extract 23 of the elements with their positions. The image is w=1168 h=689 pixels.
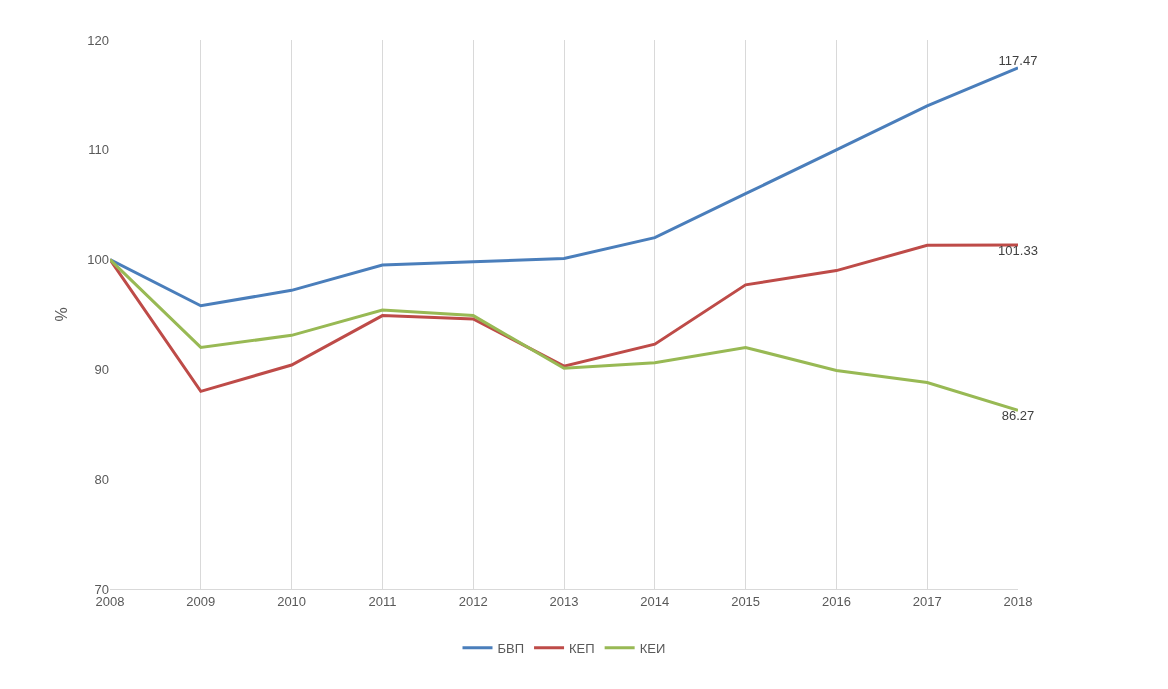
y-tick-label: 110 [88, 142, 109, 158]
data-label: 86.27 [1001, 408, 1035, 424]
y-tick-label: 120 [87, 32, 109, 48]
x-tick-label: 2013 [549, 593, 579, 609]
y-axis-title: % [53, 307, 71, 322]
data-label: 101.33 [998, 242, 1038, 258]
x-tick-label: 2017 [912, 593, 942, 609]
x-tick-label: 2011 [368, 593, 397, 609]
legend-label: БВП [497, 640, 525, 656]
x-tick-label: 2014 [640, 593, 670, 609]
line-series [110, 258, 1018, 412]
x-tick-label: 2010 [277, 593, 307, 609]
legend-label: КЕП [569, 640, 595, 656]
data-label: 117.47 [998, 52, 1038, 68]
x-tick-label: 2016 [821, 593, 851, 609]
legend-label: КЕИ [639, 640, 666, 656]
y-tick-label: 90 [94, 361, 109, 377]
x-tick-label: 2018 [1003, 593, 1033, 609]
y-tick-label: 100 [87, 252, 109, 268]
x-tick-label: 2015 [731, 593, 761, 609]
x-tick-label: 2012 [458, 593, 488, 609]
y-tick-label: 80 [94, 471, 109, 487]
x-tick-label: 2009 [186, 593, 216, 609]
